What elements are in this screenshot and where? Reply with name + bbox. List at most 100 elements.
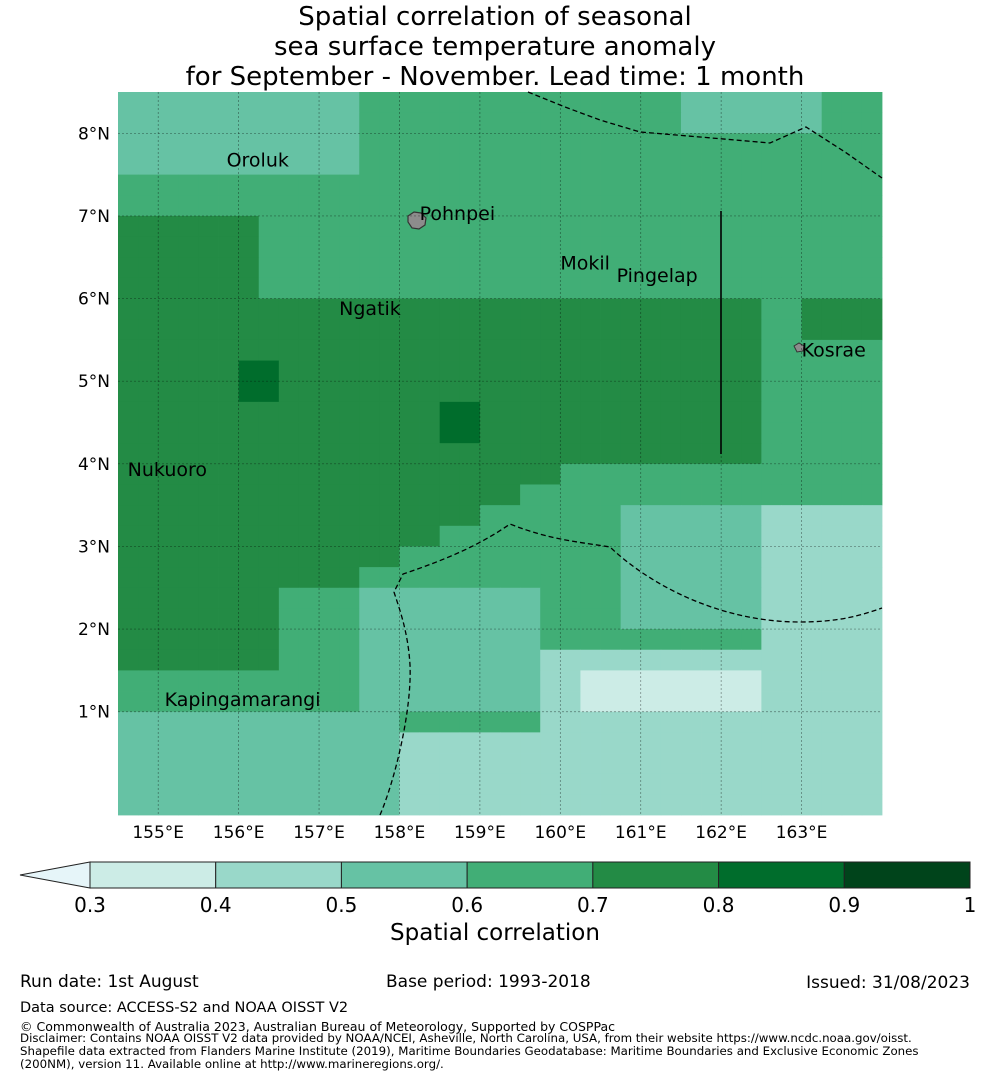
correlation-cell bbox=[419, 174, 441, 196]
correlation-cell bbox=[640, 339, 662, 361]
correlation-cell bbox=[198, 670, 219, 692]
correlation-cell bbox=[198, 649, 219, 671]
correlation-cell bbox=[298, 484, 320, 506]
correlation-cell bbox=[339, 484, 360, 506]
correlation-cell bbox=[781, 298, 802, 320]
correlation-cell bbox=[319, 174, 340, 196]
correlation-cell bbox=[560, 133, 581, 155]
colorbar-tick-label: 0.3 bbox=[74, 893, 106, 917]
correlation-cell bbox=[298, 92, 320, 114]
correlation-cell bbox=[198, 567, 219, 589]
place-label: Nukuoro bbox=[128, 459, 207, 481]
title-line-1: Spatial correlation of seasonal bbox=[298, 2, 692, 32]
correlation-cell bbox=[439, 174, 461, 196]
correlation-cell bbox=[479, 236, 501, 258]
correlation-cell bbox=[721, 546, 742, 568]
correlation-cell bbox=[459, 153, 481, 176]
correlation-cell bbox=[500, 546, 521, 568]
correlation-cell bbox=[238, 546, 260, 568]
correlation-cell bbox=[821, 257, 843, 279]
correlation-cell bbox=[660, 360, 682, 382]
correlation-cell bbox=[841, 649, 863, 671]
correlation-cell bbox=[660, 732, 682, 754]
correlation-cell bbox=[761, 670, 782, 692]
correlation-cell bbox=[761, 649, 782, 671]
correlation-cell bbox=[218, 277, 240, 299]
correlation-cell bbox=[379, 629, 400, 651]
correlation-cell bbox=[620, 484, 642, 506]
correlation-cell bbox=[359, 360, 380, 382]
correlation-cell bbox=[399, 401, 420, 423]
correlation-cell bbox=[721, 525, 742, 547]
correlation-cell bbox=[761, 794, 782, 816]
correlation-cell bbox=[138, 133, 159, 155]
correlation-cell bbox=[218, 174, 240, 196]
correlation-cell bbox=[118, 546, 139, 568]
correlation-cell bbox=[238, 505, 260, 527]
correlation-cell bbox=[178, 443, 199, 465]
correlation-cell bbox=[459, 319, 481, 341]
correlation-cell bbox=[298, 505, 320, 527]
correlation-cell bbox=[278, 339, 300, 361]
correlation-cell bbox=[841, 773, 863, 795]
correlation-cell bbox=[198, 236, 219, 258]
correlation-cell bbox=[801, 608, 823, 630]
correlation-cell bbox=[821, 608, 843, 630]
correlation-cell bbox=[560, 174, 581, 196]
correlation-cell bbox=[701, 732, 722, 754]
correlation-cell bbox=[841, 215, 863, 237]
correlation-cell bbox=[258, 546, 280, 568]
correlation-cell bbox=[580, 174, 601, 196]
correlation-cell bbox=[761, 753, 782, 775]
correlation-cell bbox=[761, 277, 782, 299]
correlation-cell bbox=[861, 236, 883, 258]
correlation-cell bbox=[359, 195, 380, 217]
correlation-cell bbox=[741, 195, 762, 217]
correlation-cell bbox=[680, 546, 702, 568]
correlation-cell bbox=[640, 298, 662, 320]
correlation-cell bbox=[741, 112, 762, 134]
correlation-cell bbox=[540, 195, 561, 217]
correlation-cell bbox=[298, 567, 320, 589]
correlation-cell bbox=[459, 691, 481, 713]
correlation-cell bbox=[419, 277, 441, 299]
correlation-cell bbox=[158, 691, 179, 713]
correlation-cell bbox=[841, 277, 863, 299]
correlation-cell bbox=[399, 381, 420, 403]
correlation-cell bbox=[439, 133, 461, 155]
latitude-tick-label: 2°N bbox=[78, 620, 110, 640]
correlation-cell bbox=[680, 670, 702, 692]
correlation-cell bbox=[459, 670, 481, 692]
correlation-cell bbox=[540, 546, 561, 568]
correlation-cell bbox=[479, 505, 501, 527]
correlation-cell bbox=[500, 711, 521, 733]
correlation-cell bbox=[761, 298, 782, 320]
correlation-cell bbox=[339, 112, 360, 134]
correlation-cell bbox=[178, 525, 199, 547]
correlation-cell bbox=[459, 608, 481, 630]
correlation-cell bbox=[500, 195, 521, 217]
correlation-cell bbox=[861, 319, 883, 341]
correlation-cell bbox=[680, 691, 702, 713]
correlation-cell bbox=[560, 629, 581, 651]
correlation-cell bbox=[419, 711, 441, 733]
correlation-cell bbox=[781, 546, 802, 568]
correlation-cell bbox=[761, 711, 782, 733]
correlation-cell bbox=[339, 691, 360, 713]
correlation-cell bbox=[459, 257, 481, 279]
correlation-cell bbox=[560, 732, 581, 754]
correlation-cell bbox=[640, 401, 662, 423]
correlation-cell bbox=[520, 567, 541, 589]
correlation-cell bbox=[319, 463, 340, 485]
correlation-cell bbox=[520, 525, 541, 547]
correlation-cell bbox=[600, 505, 622, 527]
correlation-cell bbox=[600, 649, 622, 671]
longitude-tick-label: 163°E bbox=[776, 823, 828, 843]
correlation-cell bbox=[479, 319, 501, 341]
correlation-cell bbox=[701, 608, 722, 630]
correlation-cell bbox=[560, 794, 581, 816]
correlation-cell bbox=[419, 153, 441, 176]
correlation-cell bbox=[701, 277, 722, 299]
correlation-cell bbox=[540, 381, 561, 403]
